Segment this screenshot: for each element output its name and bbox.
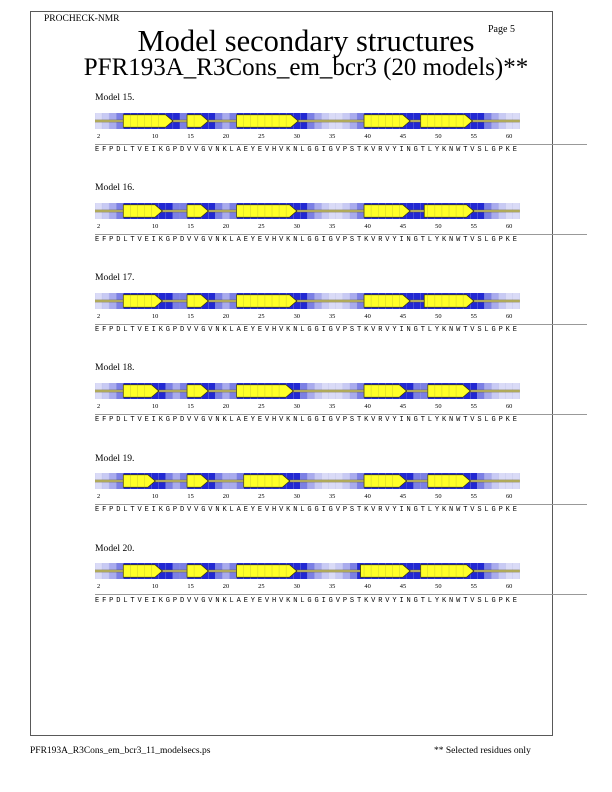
svg-text:60: 60 bbox=[506, 583, 512, 590]
svg-text:25: 25 bbox=[258, 313, 264, 320]
svg-text:30: 30 bbox=[294, 133, 300, 140]
svg-text:40: 40 bbox=[364, 583, 370, 590]
svg-text:40: 40 bbox=[364, 133, 370, 140]
svg-text:40: 40 bbox=[364, 313, 370, 320]
svg-text:25: 25 bbox=[258, 403, 264, 410]
svg-text:10: 10 bbox=[152, 313, 158, 320]
svg-text:45: 45 bbox=[400, 493, 406, 500]
svg-text:60: 60 bbox=[506, 133, 512, 140]
svg-text:20: 20 bbox=[223, 223, 229, 230]
svg-text:50: 50 bbox=[435, 223, 441, 230]
svg-text:35: 35 bbox=[329, 223, 335, 230]
svg-text:35: 35 bbox=[329, 313, 335, 320]
svg-text:2: 2 bbox=[97, 223, 100, 230]
svg-text:10: 10 bbox=[152, 223, 158, 230]
svg-text:15: 15 bbox=[187, 133, 193, 140]
svg-text:25: 25 bbox=[258, 583, 264, 590]
svg-text:55: 55 bbox=[471, 583, 477, 590]
svg-text:10: 10 bbox=[152, 583, 158, 590]
svg-text:30: 30 bbox=[294, 223, 300, 230]
svg-text:30: 30 bbox=[294, 403, 300, 410]
svg-text:35: 35 bbox=[329, 403, 335, 410]
svg-text:15: 15 bbox=[187, 493, 193, 500]
svg-text:55: 55 bbox=[471, 313, 477, 320]
svg-text:10: 10 bbox=[152, 133, 158, 140]
svg-text:50: 50 bbox=[435, 583, 441, 590]
svg-text:20: 20 bbox=[223, 313, 229, 320]
svg-text:40: 40 bbox=[364, 493, 370, 500]
svg-text:45: 45 bbox=[400, 133, 406, 140]
svg-text:55: 55 bbox=[471, 223, 477, 230]
svg-text:30: 30 bbox=[294, 313, 300, 320]
svg-text:10: 10 bbox=[152, 403, 158, 410]
svg-text:55: 55 bbox=[471, 403, 477, 410]
svg-text:50: 50 bbox=[435, 403, 441, 410]
svg-text:2: 2 bbox=[97, 133, 100, 140]
svg-text:50: 50 bbox=[435, 313, 441, 320]
svg-text:55: 55 bbox=[471, 493, 477, 500]
svg-text:15: 15 bbox=[187, 223, 193, 230]
svg-text:2: 2 bbox=[97, 583, 100, 590]
svg-text:35: 35 bbox=[329, 583, 335, 590]
svg-text:2: 2 bbox=[97, 403, 100, 410]
svg-text:25: 25 bbox=[258, 493, 264, 500]
svg-text:25: 25 bbox=[258, 133, 264, 140]
svg-text:2: 2 bbox=[97, 313, 100, 320]
svg-text:45: 45 bbox=[400, 403, 406, 410]
svg-text:35: 35 bbox=[329, 133, 335, 140]
svg-text:15: 15 bbox=[187, 403, 193, 410]
svg-text:15: 15 bbox=[187, 313, 193, 320]
svg-text:15: 15 bbox=[187, 583, 193, 590]
svg-text:60: 60 bbox=[506, 403, 512, 410]
svg-text:35: 35 bbox=[329, 493, 335, 500]
svg-text:50: 50 bbox=[435, 493, 441, 500]
svg-text:30: 30 bbox=[294, 493, 300, 500]
svg-text:20: 20 bbox=[223, 583, 229, 590]
svg-text:40: 40 bbox=[364, 223, 370, 230]
svg-text:45: 45 bbox=[400, 313, 406, 320]
svg-text:50: 50 bbox=[435, 133, 441, 140]
svg-text:40: 40 bbox=[364, 403, 370, 410]
svg-text:20: 20 bbox=[223, 133, 229, 140]
svg-text:60: 60 bbox=[506, 313, 512, 320]
svg-text:10: 10 bbox=[152, 493, 158, 500]
svg-text:25: 25 bbox=[258, 223, 264, 230]
svg-text:60: 60 bbox=[506, 493, 512, 500]
svg-text:45: 45 bbox=[400, 223, 406, 230]
svg-text:30: 30 bbox=[294, 583, 300, 590]
svg-text:45: 45 bbox=[400, 583, 406, 590]
svg-text:20: 20 bbox=[223, 493, 229, 500]
svg-text:2: 2 bbox=[97, 493, 100, 500]
svg-text:60: 60 bbox=[506, 223, 512, 230]
svg-text:55: 55 bbox=[471, 133, 477, 140]
svg-text:20: 20 bbox=[223, 403, 229, 410]
